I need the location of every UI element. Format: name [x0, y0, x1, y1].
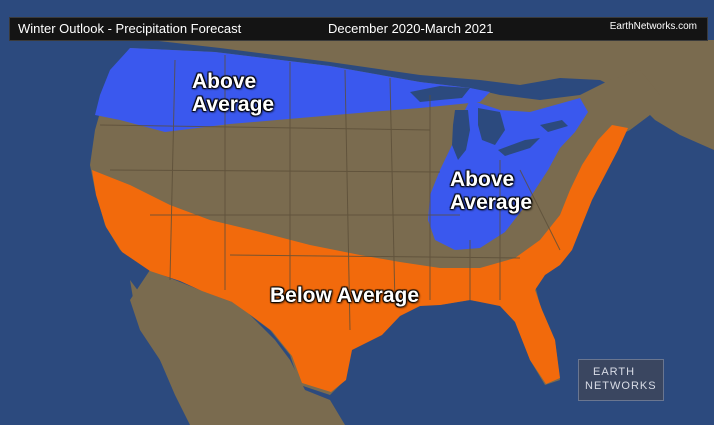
- logo-line1: EARTH: [593, 366, 636, 378]
- map-title: Winter Outlook - Precipitation Forecast: [18, 21, 242, 36]
- lake-ontario: [540, 120, 568, 132]
- south-below-average-label: Below Average: [270, 284, 419, 307]
- east-above-average-label: Above Average: [450, 168, 532, 214]
- south-below-average-zone: [92, 125, 628, 392]
- earth-networks-logo: EARTH NETWORKS: [578, 359, 664, 401]
- canada-landmass: [150, 40, 714, 150]
- lake-superior: [410, 86, 470, 102]
- state-borders: [99, 55, 561, 331]
- lake-erie: [498, 138, 540, 156]
- logo-line2: NETWORKS: [585, 380, 657, 392]
- east-label-line1: Above: [450, 168, 515, 191]
- baja-peninsula: [130, 280, 190, 395]
- header-bar: Winter Outlook - Precipitation Forecast …: [9, 17, 708, 41]
- north-above-average-label: Above Average: [192, 70, 274, 116]
- lake-huron: [478, 108, 505, 145]
- north-above-average-zone: [95, 48, 490, 132]
- north-label-line2: Average: [192, 93, 275, 116]
- east-label-line2: Average: [450, 191, 533, 214]
- forecast-period: December 2020-March 2021: [328, 21, 494, 36]
- north-label-line1: Above: [192, 70, 257, 93]
- lake-michigan: [452, 110, 470, 160]
- brand-url: EarthNetworks.com: [609, 21, 697, 32]
